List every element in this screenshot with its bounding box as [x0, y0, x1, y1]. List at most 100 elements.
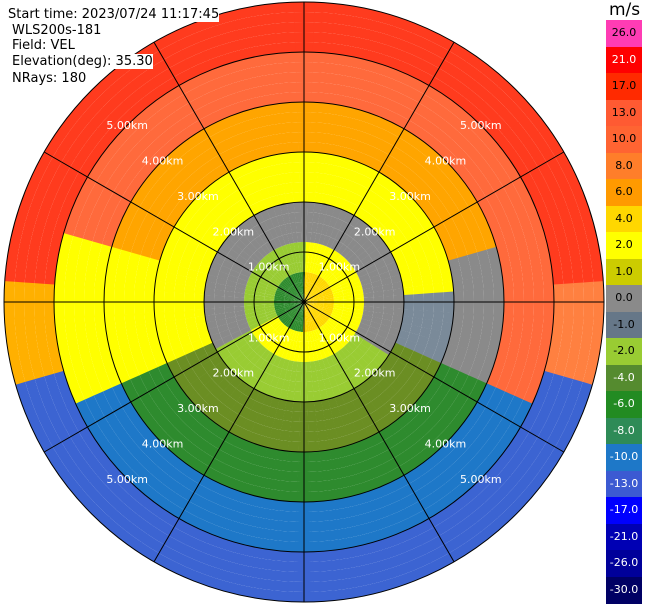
- velocity-cell: [311, 72, 329, 84]
- velocity-cell: [204, 294, 215, 302]
- velocity-cell: [313, 12, 335, 24]
- velocity-cell: [196, 271, 208, 282]
- velocity-cell: [333, 13, 355, 27]
- velocity-cell: [151, 391, 167, 408]
- velocity-cell: [169, 253, 182, 267]
- velocity-cell: [487, 443, 507, 464]
- velocity-cell: [296, 302, 304, 309]
- velocity-cell: [418, 354, 432, 368]
- velocity-cell: [270, 331, 280, 342]
- velocity-cell: [193, 152, 210, 169]
- velocity-cell: [257, 334, 269, 344]
- velocity-cell: [411, 317, 423, 328]
- velocity-cell: [186, 443, 204, 460]
- velocity-cell: [468, 224, 483, 241]
- velocity-cell: [184, 285, 196, 295]
- velocity-cell: [365, 215, 378, 228]
- velocity-cell: [409, 111, 428, 129]
- velocity-cell: [247, 319, 259, 327]
- velocity-cell: [309, 351, 315, 362]
- velocity-cell: [246, 315, 258, 323]
- velocity-cell: [489, 260, 503, 276]
- velocity-cell: [342, 137, 357, 150]
- velocity-cell: [220, 463, 237, 479]
- velocity-cell: [381, 54, 402, 71]
- velocity-cell: [295, 252, 300, 263]
- velocity-cell: [140, 243, 154, 258]
- velocity-cell: [322, 307, 333, 313]
- velocity-cell: [371, 125, 388, 141]
- velocity-cell: [287, 318, 294, 328]
- velocity-cell: [199, 427, 215, 443]
- velocity-cell: [143, 112, 163, 132]
- velocity-cell: [268, 264, 278, 275]
- velocity-cell: [330, 558, 351, 571]
- velocity-cell: [272, 418, 284, 431]
- velocity-cell: [482, 314, 494, 329]
- velocity-cell: [502, 272, 514, 289]
- velocity-cell: [426, 475, 446, 493]
- velocity-cell: [245, 65, 265, 79]
- velocity-cell: [294, 299, 304, 302]
- velocity-cell: [232, 121, 249, 136]
- velocity-cell: [395, 336, 408, 347]
- velocity-cell: [34, 301, 45, 321]
- velocity-cell: [412, 562, 436, 581]
- velocity-cell: [292, 320, 298, 331]
- velocity-cell: [441, 179, 458, 197]
- velocity-cell: [281, 267, 290, 278]
- velocity-cell: [164, 301, 175, 312]
- velocity-cell: [202, 360, 216, 373]
- velocity-cell: [337, 435, 351, 448]
- velocity-cell: [36, 245, 50, 266]
- velocity-cell: [433, 517, 455, 537]
- velocity-cell: [212, 218, 226, 232]
- velocity-cell: [581, 261, 594, 284]
- velocity-cell: [454, 436, 473, 456]
- velocity-cell: [472, 276, 484, 291]
- velocity-cell: [103, 301, 115, 316]
- velocity-cell: [270, 262, 280, 273]
- velocity-cell: [85, 454, 105, 476]
- velocity-cell: [329, 548, 350, 561]
- velocity-cell: [245, 117, 261, 131]
- velocity-cell: [84, 286, 95, 302]
- velocity-cell: [251, 454, 266, 467]
- velocity-cell: [254, 235, 265, 247]
- velocity-cell: [259, 187, 271, 201]
- velocity-cell: [283, 278, 292, 288]
- velocity-cell: [397, 204, 412, 219]
- velocity-cell: [542, 170, 561, 193]
- velocity-cell: [454, 217, 469, 234]
- velocity-cell: [484, 489, 506, 511]
- velocity-cell: [332, 23, 354, 37]
- velocity-cell: [184, 301, 195, 311]
- velocity-cell: [139, 217, 155, 233]
- velocity-cell: [367, 135, 384, 150]
- velocity-cell: [194, 286, 206, 296]
- velocity-cell: [176, 435, 194, 452]
- velocity-cell: [325, 366, 334, 379]
- velocity-cell: [265, 288, 276, 294]
- velocity-cell: [219, 366, 233, 379]
- velocity-cell: [234, 301, 245, 307]
- velocity-cell: [459, 360, 474, 376]
- velocity-cell: [297, 262, 301, 273]
- velocity-cell: [196, 385, 211, 400]
- velocity-cell: [333, 351, 344, 363]
- velocity-cell: [440, 321, 453, 334]
- velocity-cell: [109, 147, 129, 167]
- velocity-cell: [457, 123, 477, 143]
- velocity-cell: [296, 294, 304, 302]
- colorbar-swatch: [606, 20, 642, 47]
- velocity-cell: [452, 279, 464, 292]
- velocity-cell: [24, 301, 35, 322]
- velocity-cell: [266, 406, 278, 419]
- velocity-cell: [342, 331, 353, 341]
- velocity-cell: [538, 335, 552, 355]
- velocity-cell: [421, 535, 444, 554]
- velocity-cell: [245, 285, 256, 292]
- colorbar-swatch: [606, 550, 642, 577]
- velocity-cell: [162, 475, 181, 493]
- velocity-cell: [97, 114, 118, 135]
